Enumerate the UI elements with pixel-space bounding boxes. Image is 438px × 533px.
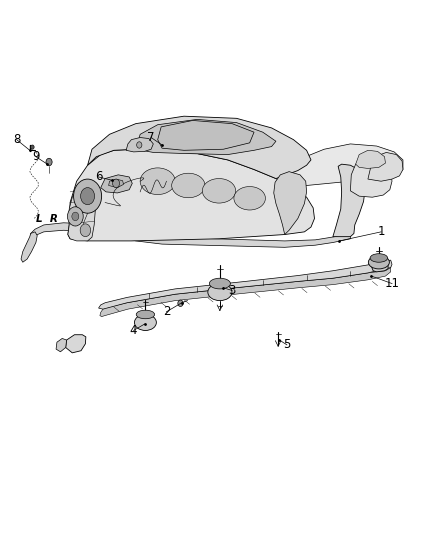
- Polygon shape: [369, 260, 388, 272]
- Polygon shape: [99, 260, 392, 309]
- Text: 3: 3: [229, 284, 236, 297]
- Ellipse shape: [172, 173, 205, 198]
- Text: 11: 11: [385, 277, 399, 290]
- Circle shape: [46, 158, 52, 166]
- Ellipse shape: [136, 310, 155, 319]
- Polygon shape: [368, 152, 403, 181]
- Circle shape: [178, 300, 183, 306]
- Polygon shape: [333, 164, 365, 237]
- Polygon shape: [88, 116, 311, 179]
- Polygon shape: [68, 181, 95, 241]
- Circle shape: [81, 188, 95, 205]
- Text: 5: 5: [283, 338, 290, 351]
- Polygon shape: [136, 119, 276, 155]
- Polygon shape: [126, 138, 153, 152]
- Circle shape: [67, 207, 83, 226]
- Polygon shape: [109, 179, 124, 188]
- Polygon shape: [21, 232, 37, 262]
- Ellipse shape: [208, 284, 232, 301]
- Ellipse shape: [134, 314, 156, 330]
- Circle shape: [137, 142, 142, 148]
- Polygon shape: [272, 144, 403, 189]
- Polygon shape: [56, 338, 67, 352]
- Text: 9: 9: [32, 150, 40, 163]
- Text: L  R: L R: [36, 214, 58, 223]
- Ellipse shape: [202, 179, 236, 203]
- Text: 8: 8: [13, 133, 20, 146]
- Polygon shape: [158, 120, 254, 150]
- Polygon shape: [101, 175, 132, 193]
- Ellipse shape: [140, 168, 175, 195]
- Text: 2: 2: [162, 305, 170, 318]
- Ellipse shape: [234, 187, 265, 210]
- Text: 7: 7: [147, 131, 155, 144]
- Polygon shape: [31, 223, 350, 247]
- Ellipse shape: [209, 278, 230, 289]
- Polygon shape: [350, 160, 392, 197]
- Circle shape: [80, 224, 91, 237]
- Polygon shape: [100, 268, 391, 317]
- Polygon shape: [274, 172, 307, 235]
- Polygon shape: [68, 149, 314, 241]
- Circle shape: [72, 212, 79, 221]
- Ellipse shape: [370, 254, 388, 262]
- Circle shape: [31, 145, 34, 149]
- Polygon shape: [66, 335, 86, 353]
- Text: 6: 6: [95, 171, 102, 183]
- Ellipse shape: [368, 255, 389, 269]
- Text: 4: 4: [130, 324, 138, 337]
- Circle shape: [113, 179, 120, 188]
- Text: 1: 1: [377, 225, 385, 238]
- Circle shape: [74, 179, 102, 213]
- Polygon shape: [356, 150, 385, 168]
